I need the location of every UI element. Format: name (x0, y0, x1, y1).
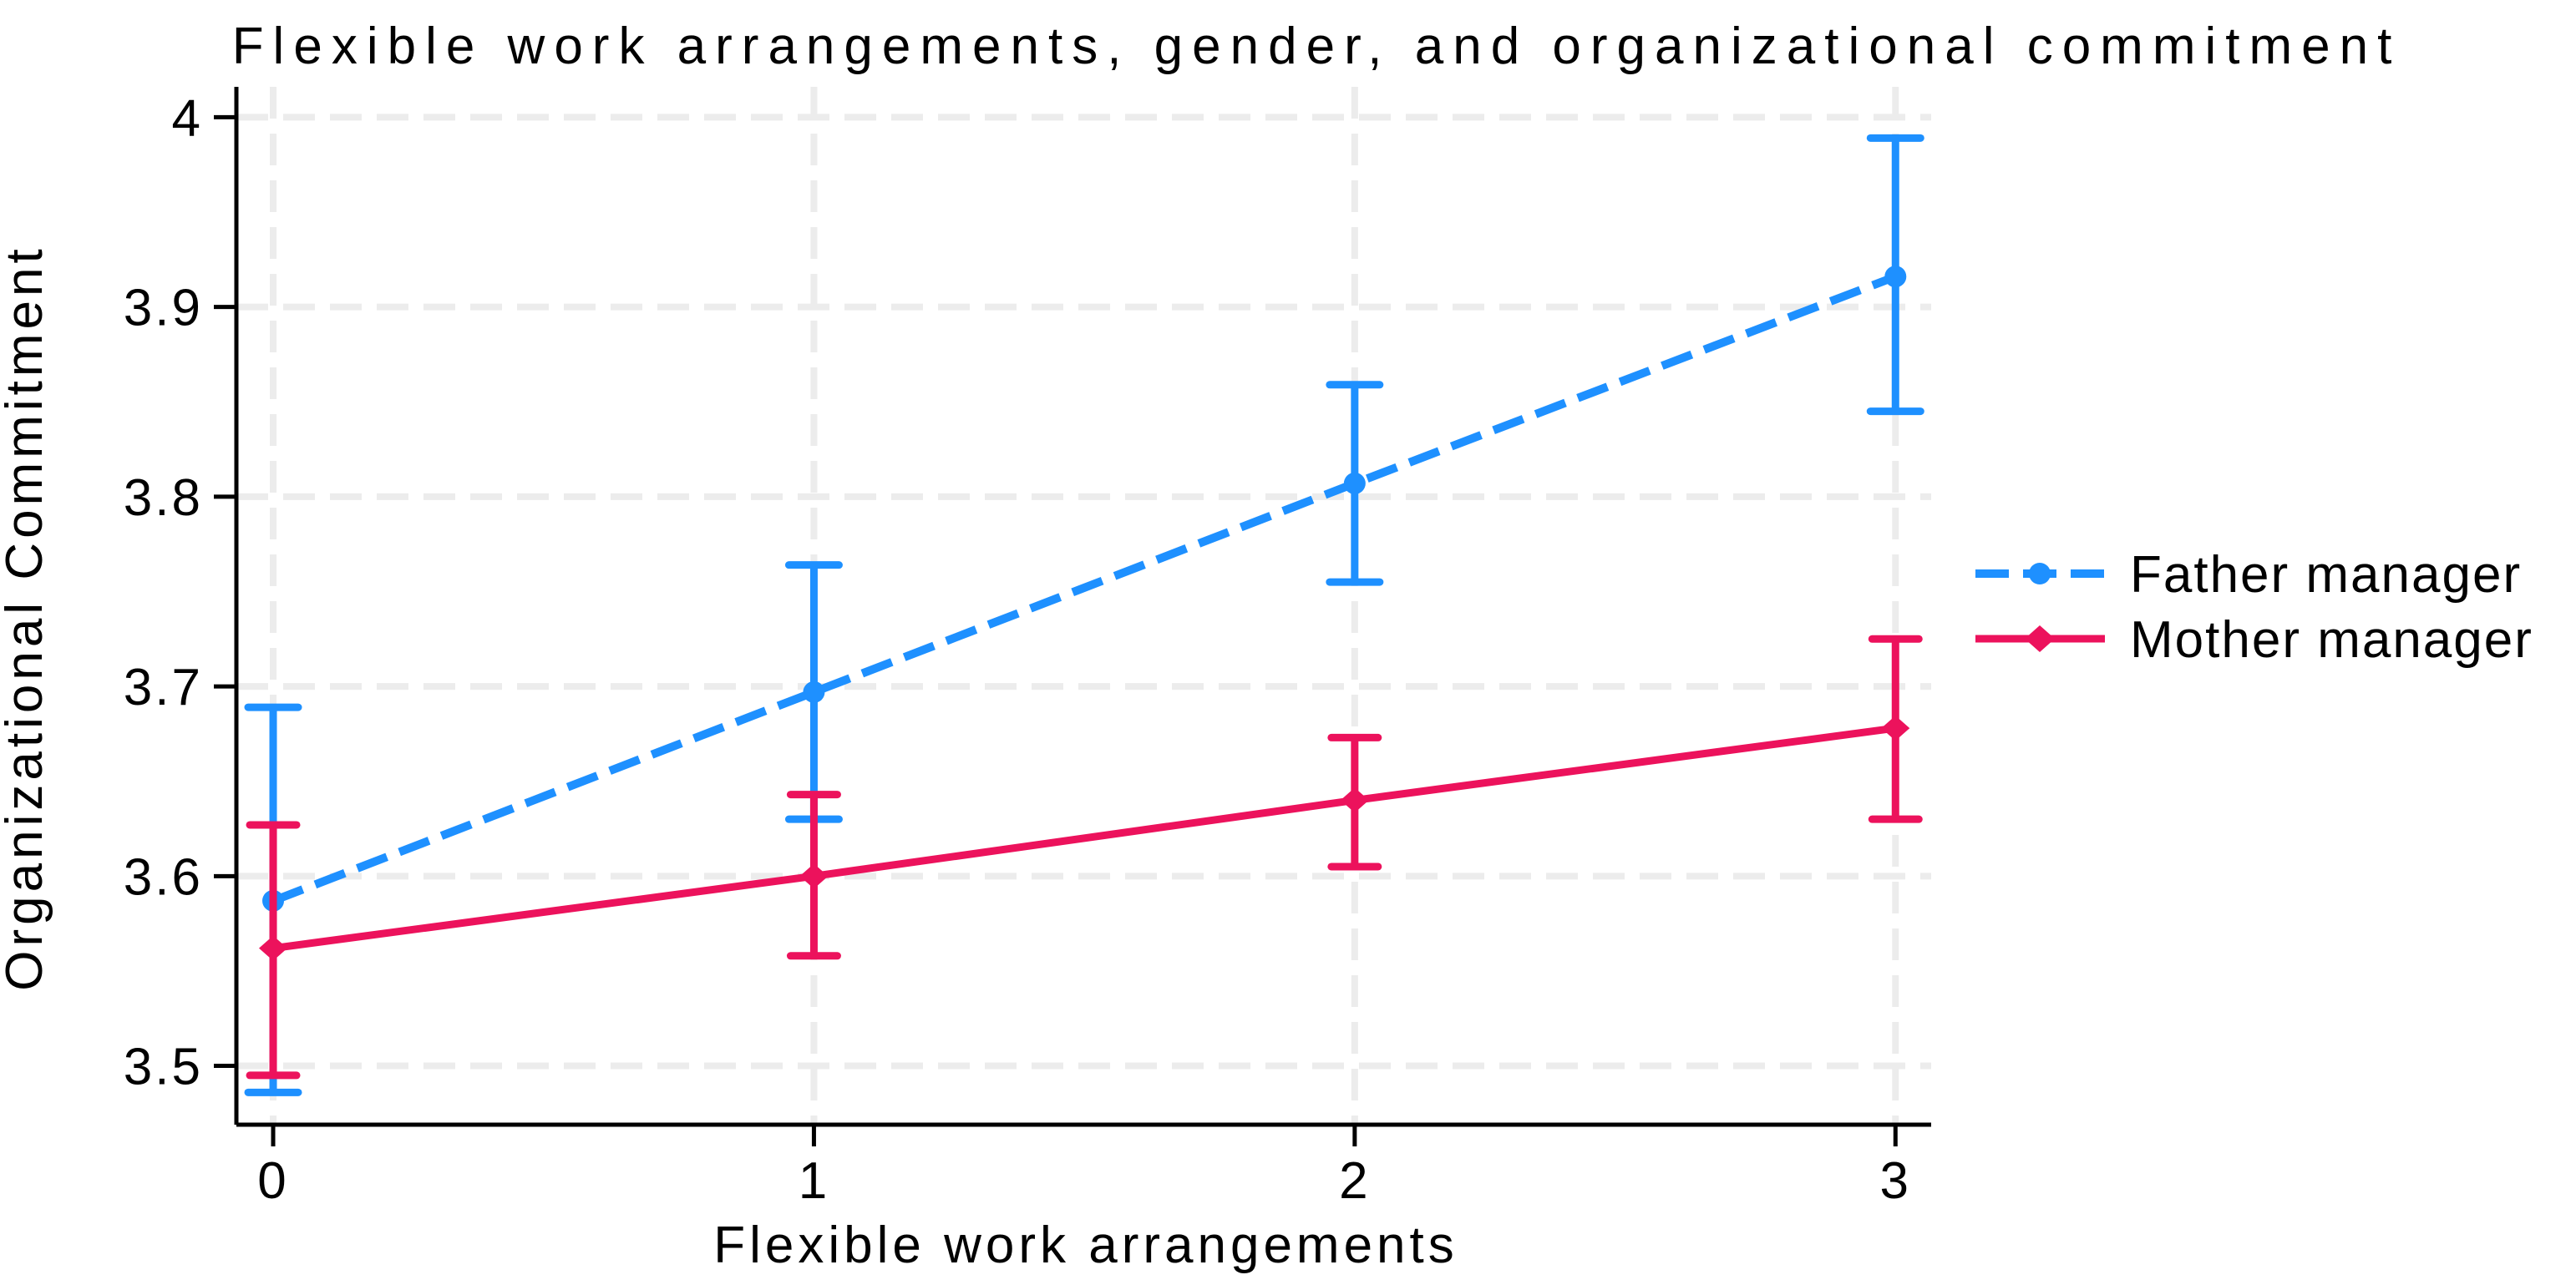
series-mother-manager (246, 635, 1923, 1080)
x-tick-label: 3 (1880, 1152, 1911, 1210)
circle-marker (803, 680, 825, 703)
series-line (272, 724, 1896, 953)
legend-label-father-manager: Father manager (2130, 546, 2522, 604)
x-axis-title: Flexible work arrangements (713, 1217, 1458, 1274)
chart-title: Flexible work arrangements, gender, and … (232, 18, 2401, 75)
gridlines (236, 87, 1931, 1125)
x-tick-label: 2 (1339, 1152, 1370, 1210)
x-tick-label: 0 (257, 1152, 288, 1210)
circle-marker (1343, 472, 1366, 494)
series-father-manager (244, 134, 1924, 1096)
series-line (271, 272, 1898, 905)
diamond-marker (259, 935, 288, 961)
y-tick-label: 3.5 (124, 1039, 203, 1096)
axis-ticks (214, 114, 1898, 1146)
legend-marker (2025, 625, 2055, 652)
diamond-marker (1881, 716, 1910, 741)
x-tick-label: 1 (799, 1152, 829, 1210)
diamond-marker (1340, 787, 1369, 813)
circle-marker (1884, 266, 1907, 288)
y-tick-label: 3.8 (124, 469, 203, 527)
legend-samples (1975, 563, 2105, 652)
legend-marker (2029, 563, 2051, 584)
tick-labels: 3.5 3.6 3.7 3.8 3.9 4 0 1 2 3 (124, 89, 1911, 1210)
y-tick-label: 3.7 (124, 659, 203, 716)
y-tick-label: 4 (172, 89, 203, 147)
y-tick-label: 3.6 (124, 848, 203, 906)
legend-label-mother-manager: Mother manager (2130, 611, 2533, 669)
diamond-marker (799, 863, 829, 889)
y-axis-title: Organizational Commitment (0, 245, 53, 990)
y-tick-label: 3.9 (124, 280, 203, 337)
data-series (244, 134, 1924, 1096)
